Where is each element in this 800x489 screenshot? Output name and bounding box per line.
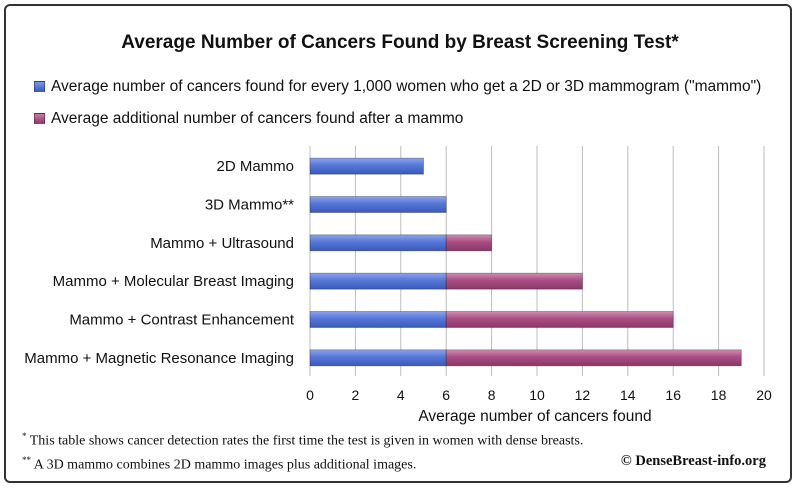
x-tick-label: 20 bbox=[756, 387, 772, 403]
category-label: Mammo + Molecular Breast Imaging bbox=[53, 273, 294, 290]
bar-additional-5 bbox=[445, 349, 742, 367]
x-tick-label: 2 bbox=[352, 387, 360, 403]
legend-label-mammo: Average number of cancers found for ever… bbox=[51, 78, 762, 95]
bar-mammo-0 bbox=[309, 157, 424, 175]
x-axis-title: Average number of cancers found bbox=[418, 408, 651, 425]
bar-additional-4 bbox=[445, 311, 674, 328]
category-label: 2D Mammo bbox=[216, 158, 294, 175]
x-tick-label: 12 bbox=[575, 387, 591, 403]
legend-swatch-additional bbox=[34, 113, 45, 125]
footnote-1: * This table shows cancer detection rate… bbox=[22, 431, 583, 450]
copyright-text: © DenseBreast-info.org bbox=[620, 453, 766, 469]
x-tick-label: 14 bbox=[620, 387, 636, 403]
footnote-2-text: A 3D mammo combines 2D mammo images plus… bbox=[31, 457, 417, 473]
legend-item-additional: Average additional number of cancers fou… bbox=[34, 110, 463, 128]
x-tick-label: 4 bbox=[397, 387, 405, 403]
category-label: 3D Mammo** bbox=[205, 197, 294, 214]
bar-mammo-2 bbox=[309, 234, 447, 252]
footnote-2-marker: ** bbox=[22, 455, 31, 465]
x-tick-label: 10 bbox=[529, 387, 545, 403]
bar-additional-3 bbox=[445, 272, 583, 290]
legend-item-mammo: Average number of cancers found for ever… bbox=[34, 78, 761, 96]
x-tick-label: 18 bbox=[711, 387, 727, 403]
footnote-1-marker: * bbox=[22, 431, 27, 441]
category-label: Mammo + Ultrasound bbox=[150, 235, 294, 252]
x-tick-label: 6 bbox=[442, 387, 450, 403]
bar-mammo-4 bbox=[309, 311, 447, 328]
legend-swatch-mammo bbox=[34, 81, 45, 93]
footnote-2: ** A 3D mammo combines 2D mammo images p… bbox=[22, 455, 416, 474]
chart-title: Average Number of Cancers Found by Breas… bbox=[121, 32, 679, 53]
x-tick-label: 16 bbox=[665, 387, 681, 403]
category-label: Mammo + Contrast Enhancement bbox=[69, 312, 295, 329]
footnote-1-text: This table shows cancer detection rates … bbox=[26, 433, 584, 449]
x-tick-label: 8 bbox=[488, 387, 496, 403]
bar-mammo-5 bbox=[309, 349, 447, 367]
bar-mammo-3 bbox=[309, 272, 447, 290]
legend-label-additional: Average additional number of cancers fou… bbox=[51, 110, 464, 127]
bar-additional-2 bbox=[445, 234, 493, 252]
x-tick-label: 0 bbox=[306, 387, 314, 403]
category-label: Mammo + Magnetic Resonance Imaging bbox=[24, 350, 294, 367]
bar-mammo-1 bbox=[309, 196, 447, 213]
